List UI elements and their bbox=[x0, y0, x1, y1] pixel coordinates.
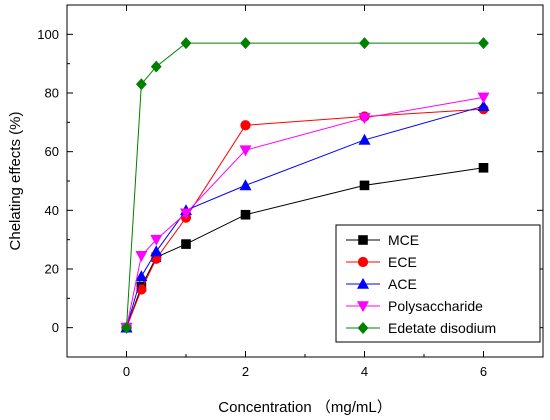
data-point bbox=[240, 209, 251, 220]
data-point bbox=[135, 78, 147, 91]
y-tick-label: 20 bbox=[45, 262, 59, 277]
y-tick-label: 80 bbox=[45, 86, 59, 101]
data-point bbox=[121, 321, 132, 334]
data-point bbox=[478, 163, 489, 173]
x-tick-label: 2 bbox=[242, 364, 249, 379]
data-point bbox=[179, 208, 193, 220]
legend-marker bbox=[357, 256, 369, 268]
y-axis-title: Chelating effects (%) bbox=[7, 112, 24, 251]
legend-item: ACE bbox=[346, 276, 417, 292]
data-point bbox=[240, 37, 251, 50]
legend-item: ECE bbox=[346, 254, 417, 270]
data-point bbox=[358, 133, 371, 145]
data-point bbox=[477, 92, 490, 104]
data-point bbox=[150, 245, 163, 257]
data-point bbox=[359, 37, 370, 50]
legend-label: ECE bbox=[388, 254, 417, 270]
data-point bbox=[136, 284, 147, 295]
x-axis-title: Concentration （mg/mL） bbox=[218, 399, 391, 416]
y-tick-label: 60 bbox=[45, 144, 59, 159]
data-point bbox=[135, 270, 148, 282]
data-point bbox=[239, 179, 252, 191]
data-point bbox=[150, 60, 162, 73]
legend-item: Edetate disodium bbox=[346, 320, 496, 336]
data-point bbox=[181, 239, 191, 249]
y-tick-label: 0 bbox=[52, 320, 59, 335]
legend-marker bbox=[358, 235, 368, 245]
data-point bbox=[135, 251, 148, 262]
data-point bbox=[239, 145, 252, 157]
x-tick-label: 6 bbox=[480, 364, 487, 379]
data-point bbox=[180, 37, 192, 50]
legend-marker bbox=[356, 301, 370, 313]
series-edetate-disodium bbox=[121, 37, 489, 334]
x-tick-label: 0 bbox=[123, 364, 130, 379]
legend-label: MCE bbox=[388, 232, 419, 248]
legend-marker bbox=[356, 277, 370, 289]
legend-label: Edetate disodium bbox=[388, 320, 496, 336]
x-tick-label: 4 bbox=[361, 364, 368, 379]
data-point bbox=[477, 100, 490, 111]
legend-item: MCE bbox=[346, 232, 419, 248]
data-point bbox=[359, 180, 370, 191]
data-point bbox=[240, 120, 251, 131]
data-point bbox=[358, 113, 371, 125]
series-layer bbox=[120, 37, 490, 334]
legend: MCE ECE ACE Polysaccharide Edetate disodium bbox=[335, 224, 541, 343]
data-point bbox=[478, 37, 489, 50]
legend-label: Polysaccharide bbox=[388, 298, 483, 314]
legend-marker bbox=[357, 322, 369, 334]
y-tick-label: 40 bbox=[45, 203, 59, 218]
legend-item: Polysaccharide bbox=[346, 298, 483, 314]
y-tick-label: 100 bbox=[37, 27, 59, 42]
legend-label: ACE bbox=[388, 276, 417, 292]
data-point bbox=[150, 234, 163, 246]
